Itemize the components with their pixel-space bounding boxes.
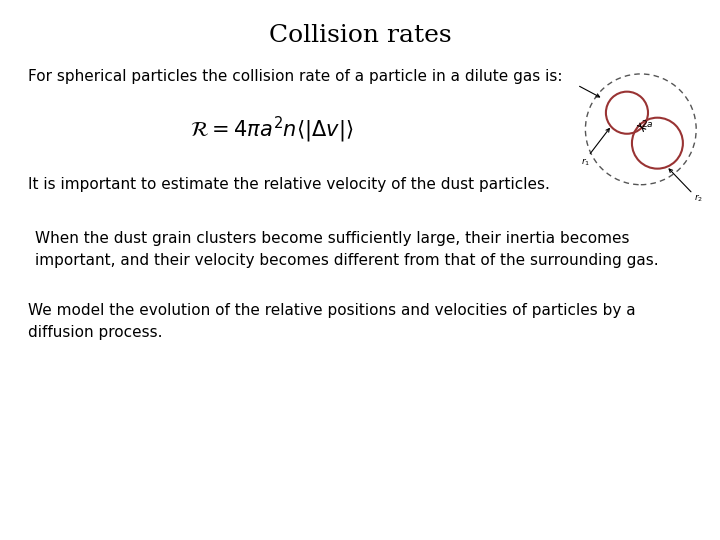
Text: For spherical particles the collision rate of a particle in a dilute gas is:: For spherical particles the collision ra… — [28, 70, 562, 84]
Text: It is important to estimate the relative velocity of the dust particles.: It is important to estimate the relative… — [28, 177, 550, 192]
Text: When the dust grain clusters become sufficiently large, their inertia becomes: When the dust grain clusters become suff… — [35, 231, 629, 246]
Text: $\mathcal{R} = 4\pi a^2 n\langle|\Delta v|\rangle$: $\mathcal{R} = 4\pi a^2 n\langle|\Delta … — [190, 115, 354, 145]
Text: diffusion process.: diffusion process. — [28, 325, 163, 340]
Text: $r_2$: $r_2$ — [694, 192, 703, 204]
Text: $r_1$: $r_1$ — [580, 156, 590, 167]
Text: $2a$: $2a$ — [641, 118, 654, 129]
Text: Collision rates: Collision rates — [269, 24, 451, 46]
Text: We model the evolution of the relative positions and velocities of particles by : We model the evolution of the relative p… — [28, 302, 636, 318]
Text: important, and their velocity becomes different from that of the surrounding gas: important, and their velocity becomes di… — [35, 253, 659, 267]
